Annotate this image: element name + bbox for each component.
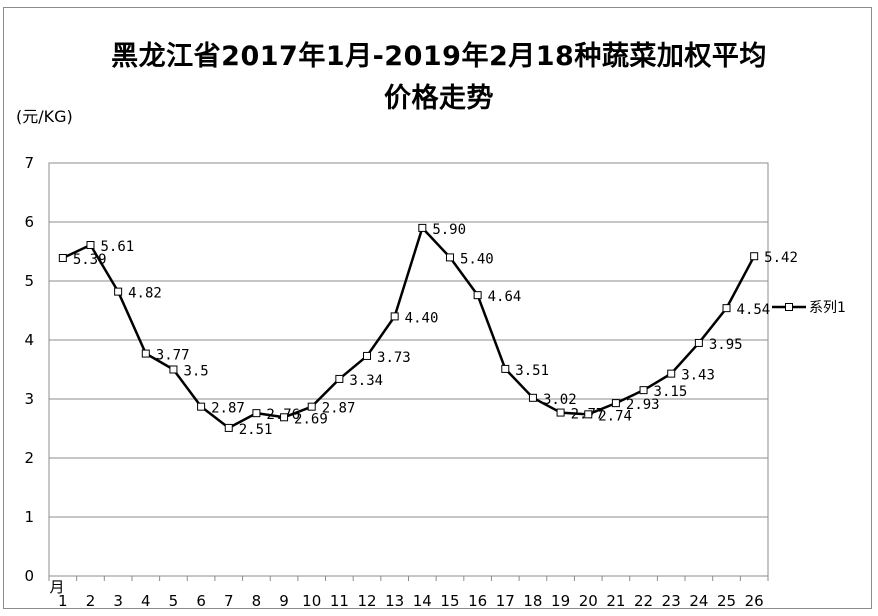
x-tick-label: 8 bbox=[252, 592, 262, 610]
data-label: 2.69 bbox=[294, 411, 328, 427]
data-label: 2.74 bbox=[598, 408, 632, 424]
x-tick-label: 13 bbox=[385, 592, 404, 610]
data-label: 4.40 bbox=[405, 310, 439, 326]
data-label: 3.02 bbox=[543, 392, 577, 408]
data-point-marker bbox=[197, 402, 206, 411]
x-tick-label: 5 bbox=[169, 592, 179, 610]
data-label: 3.95 bbox=[709, 337, 743, 353]
data-label: 3.73 bbox=[377, 350, 411, 366]
x-tick-label: 19 bbox=[551, 592, 570, 610]
data-point-marker bbox=[556, 408, 565, 417]
data-label: 4.54 bbox=[737, 302, 771, 318]
data-point-marker bbox=[390, 312, 399, 321]
data-label: 4.82 bbox=[128, 286, 162, 302]
y-tick-label: 4 bbox=[24, 331, 34, 349]
x-tick-label: 17 bbox=[496, 592, 515, 610]
series-line bbox=[62, 226, 756, 430]
data-point-marker bbox=[694, 338, 703, 347]
chart-title-line2: 价格走势 bbox=[384, 83, 494, 114]
y-tick-label: 1 bbox=[24, 508, 34, 526]
x-tick-label: 25 bbox=[717, 592, 736, 610]
data-label: 2.93 bbox=[626, 397, 660, 413]
y-tick-label: 6 bbox=[24, 213, 34, 231]
x-tick-label: 23 bbox=[662, 592, 681, 610]
data-label: 5.61 bbox=[100, 239, 134, 255]
x-tick-label: 4 bbox=[141, 592, 151, 610]
data-label: 3.51 bbox=[515, 363, 549, 379]
x-tick-label: 6 bbox=[196, 592, 206, 610]
data-point-marker bbox=[307, 402, 316, 411]
y-tick-label: 0 bbox=[24, 567, 34, 585]
data-point-marker bbox=[141, 349, 150, 358]
y-tick-label: 3 bbox=[24, 390, 34, 408]
x-tick-label: 18 bbox=[523, 592, 542, 610]
y-tick-label: 5 bbox=[24, 272, 34, 290]
data-point-marker bbox=[114, 287, 123, 296]
data-point-marker bbox=[611, 399, 620, 408]
data-point-marker bbox=[86, 241, 95, 250]
data-point-marker bbox=[445, 253, 454, 262]
data-point-marker bbox=[58, 253, 67, 262]
data-point-marker bbox=[280, 413, 289, 422]
data-label: 3.43 bbox=[681, 368, 715, 384]
data-label: 2.87 bbox=[322, 401, 356, 417]
x-tick-label: 2 bbox=[86, 592, 96, 610]
data-label: 5.42 bbox=[764, 250, 798, 266]
x-tick-label: 9 bbox=[279, 592, 289, 610]
x-tick-label: 3 bbox=[113, 592, 123, 610]
x-tick-label: 14 bbox=[413, 592, 432, 610]
data-point-marker bbox=[639, 386, 648, 395]
x-tick-label: 11 bbox=[330, 592, 349, 610]
data-label: 2.87 bbox=[211, 401, 245, 417]
data-point-marker bbox=[418, 223, 427, 232]
data-label: 3.77 bbox=[156, 348, 190, 364]
x-tick-label: 16 bbox=[468, 592, 487, 610]
chart-title-line1: 黑龙江省2017年1月-2019年2月18种蔬菜加权平均 bbox=[111, 41, 767, 72]
data-label: 5.40 bbox=[460, 251, 494, 267]
data-label: 3.15 bbox=[654, 384, 688, 400]
data-point-marker bbox=[224, 423, 233, 432]
data-label: 2.51 bbox=[239, 422, 273, 438]
y-tick-label: 2 bbox=[24, 449, 34, 467]
x-tick-label: 21 bbox=[606, 592, 625, 610]
data-point-marker bbox=[528, 393, 537, 402]
data-point-marker bbox=[363, 351, 372, 360]
x-tick-label: 1 bbox=[58, 592, 68, 610]
x-tick-label: 20 bbox=[579, 592, 598, 610]
data-point-marker bbox=[335, 374, 344, 383]
plot-area-border bbox=[48, 162, 769, 577]
data-point-marker bbox=[473, 291, 482, 300]
x-tick-label: 24 bbox=[689, 592, 708, 610]
data-label: 5.39 bbox=[73, 252, 107, 268]
data-point-marker bbox=[722, 304, 731, 313]
legend-label: 系列1 bbox=[809, 300, 846, 316]
data-point-marker bbox=[252, 409, 261, 418]
data-point-marker bbox=[667, 369, 676, 378]
x-axis-label: 月 bbox=[49, 578, 64, 596]
x-tick-label: 7 bbox=[224, 592, 234, 610]
x-tick-label: 10 bbox=[302, 592, 321, 610]
data-point-marker bbox=[501, 364, 510, 373]
x-tick-label: 26 bbox=[745, 592, 764, 610]
data-point-marker bbox=[169, 365, 178, 374]
x-tick-label: 15 bbox=[440, 592, 459, 610]
data-label: 4.64 bbox=[488, 289, 522, 305]
data-label: 5.90 bbox=[432, 222, 466, 238]
y-axis-unit-label: (元/KG) bbox=[16, 107, 73, 126]
y-tick-label: 7 bbox=[24, 154, 34, 172]
x-tick-label: 12 bbox=[357, 592, 376, 610]
data-label: 3.5 bbox=[183, 364, 208, 380]
data-point-marker bbox=[750, 252, 759, 261]
data-label: 3.34 bbox=[349, 373, 383, 389]
legend-marker bbox=[785, 303, 793, 311]
data-point-marker bbox=[584, 410, 593, 419]
x-tick-label: 22 bbox=[634, 592, 653, 610]
